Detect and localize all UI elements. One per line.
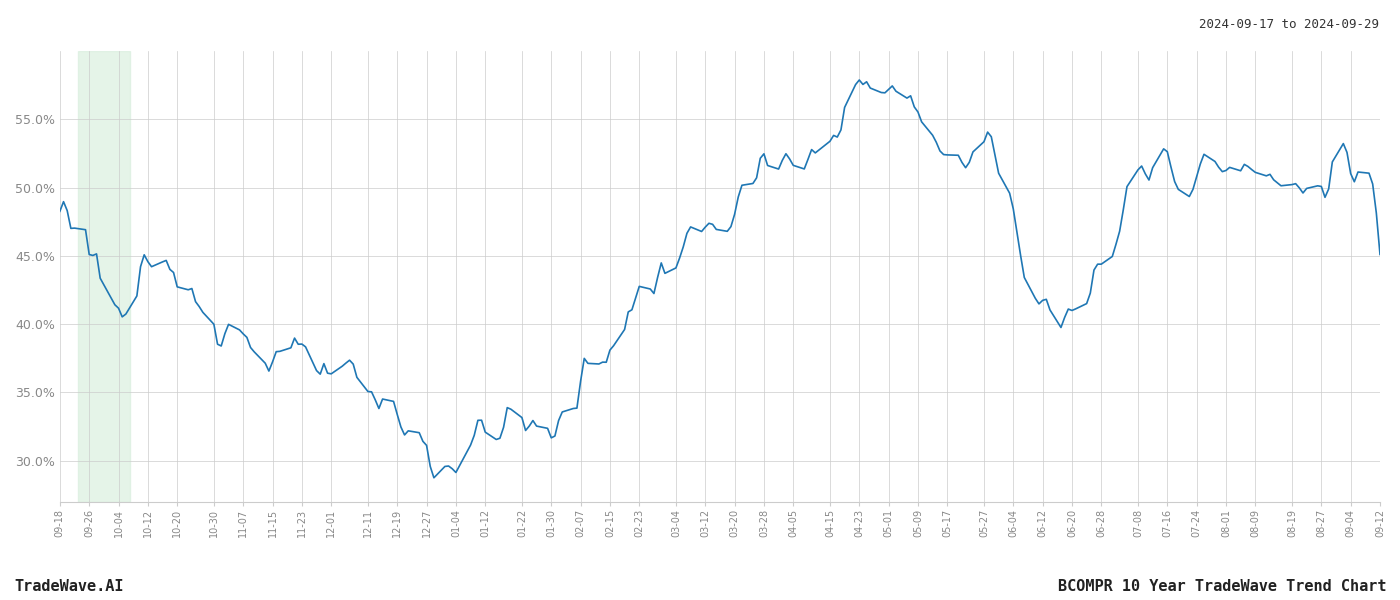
Text: TradeWave.AI: TradeWave.AI — [14, 579, 123, 594]
Text: 2024-09-17 to 2024-09-29: 2024-09-17 to 2024-09-29 — [1198, 18, 1379, 31]
Bar — [78, 51, 130, 502]
Text: BCOMPR 10 Year TradeWave Trend Chart: BCOMPR 10 Year TradeWave Trend Chart — [1057, 579, 1386, 594]
